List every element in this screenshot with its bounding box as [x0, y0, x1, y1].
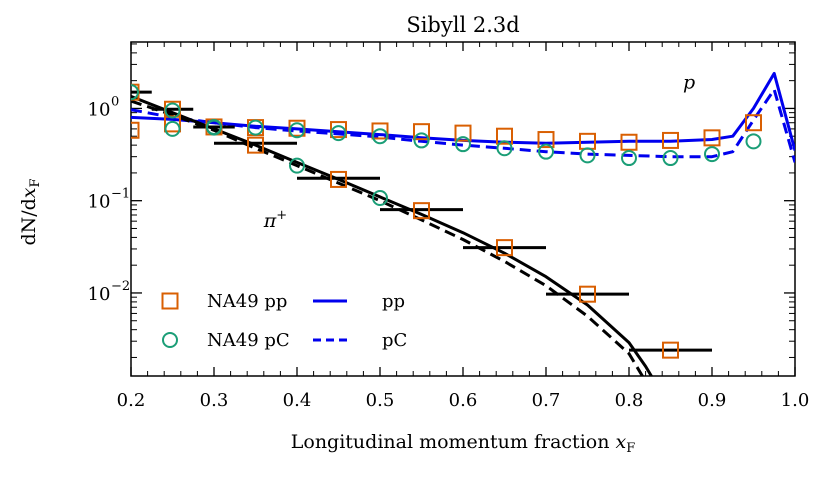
- legend-marker-circle: [162, 332, 178, 348]
- marker-na49-pc-proton: [579, 147, 596, 164]
- x-axis-label-sub: F: [626, 441, 635, 456]
- annotation: π+: [263, 208, 287, 232]
- marker-na49-pp-pi-: [496, 239, 513, 257]
- y-tick-label: 10: [88, 192, 111, 213]
- y-axis-label-main: dN/d: [18, 198, 40, 245]
- marker-na49-pc-proton: [538, 143, 554, 160]
- axis-ticks: [130, 42, 796, 376]
- legend-label: pp: [382, 291, 405, 312]
- y-axis-label-sub: F: [28, 178, 43, 187]
- marker-na49-pc-pi-: [164, 102, 181, 119]
- marker-na49-pp-pi-: [579, 285, 596, 303]
- marker-na49-pp-pi-: [330, 170, 347, 188]
- marker-na49-pc-proton: [745, 133, 762, 150]
- marker-na49-pp-proton: [620, 133, 638, 151]
- x-tick-label: 1.0: [781, 390, 810, 411]
- y-axis-label-var: x: [18, 187, 40, 198]
- annotation: p: [683, 71, 695, 93]
- marker-na49-pc-proton: [164, 120, 181, 137]
- marker-na49-pp-pi-: [247, 136, 264, 154]
- x-tick-label: 0.7: [532, 390, 561, 411]
- marker-na49-pp-proton: [454, 124, 472, 142]
- marker-na49-pc-pi-: [131, 84, 139, 101]
- marker-na49-pc-proton: [289, 122, 305, 139]
- marker-na49-pp-proton: [745, 114, 762, 132]
- marker-na49-pc-proton: [247, 119, 264, 136]
- legend-label: NA49 pC: [207, 330, 290, 351]
- curve-sibyll-pc-proton: [131, 88, 795, 163]
- marker-na49-pp-proton: [131, 121, 140, 139]
- marker-na49-pc-proton: [496, 140, 513, 157]
- x-tick-label: 0.4: [283, 390, 312, 411]
- marker-na49-pc-pi-: [289, 157, 305, 174]
- y-tick-exponent: 0: [111, 94, 119, 109]
- x-axis-label-var: x: [615, 431, 626, 453]
- x-tick-label: 0.8: [615, 390, 644, 411]
- legend-entry: NA49 pp: [161, 291, 287, 312]
- marker-na49-pc-pi-: [372, 189, 388, 206]
- curve-sibyll-pp-pi-: [131, 95, 654, 376]
- marker-na49-pp-proton: [496, 127, 513, 145]
- y-axis-label: dN/dxF: [18, 178, 43, 245]
- x-axis-label: Longitudinal momentum fraction xF: [291, 431, 635, 456]
- y-tick-exponent: −2: [111, 279, 130, 294]
- marker-na49-pc-proton: [704, 146, 720, 163]
- marker-na49-pc-proton: [662, 150, 679, 167]
- chart-title: Sibyll 2.3d: [406, 13, 519, 37]
- x-tick-label: 0.9: [698, 390, 727, 411]
- marker-na49-pp-proton: [537, 131, 555, 149]
- marker-na49-pp-pi-: [413, 202, 430, 220]
- marker-na49-pp-proton: [413, 123, 430, 141]
- x-axis-label-main: Longitudinal momentum fraction: [291, 431, 616, 453]
- x-tick-label: 0.5: [366, 390, 395, 411]
- y-tick-label: 10: [88, 284, 111, 305]
- legend-label: pC: [382, 330, 407, 351]
- marker-na49-pp-pi-: [662, 341, 679, 359]
- marker-na49-pc-proton: [455, 136, 471, 153]
- y-tick-label: 10: [88, 99, 111, 120]
- marker-na49-pp-proton: [662, 131, 679, 149]
- marker-na49-pp-proton: [703, 129, 721, 147]
- legend-entry: pp: [313, 291, 405, 312]
- legend-entry: NA49 pC: [162, 330, 290, 351]
- marker-na49-pc-proton: [621, 150, 637, 167]
- marker-na49-pc-proton: [330, 125, 347, 142]
- legend-label: NA49 pp: [207, 291, 287, 312]
- marker-na49-pc-pi-: [206, 119, 222, 136]
- series-layer: [131, 71, 795, 376]
- x-tick-label: 0.2: [117, 390, 146, 411]
- y-tick-exponent: −1: [111, 187, 130, 202]
- x-tick-label: 0.6: [449, 390, 478, 411]
- marker-na49-pp-proton: [371, 122, 389, 140]
- marker-na49-pp-proton: [330, 121, 347, 139]
- marker-na49-pc-proton: [413, 132, 430, 149]
- legend-marker-square: [161, 292, 179, 310]
- x-tick-label: 0.3: [200, 390, 229, 411]
- marker-na49-pc-proton: [372, 128, 388, 145]
- legend-entry: pC: [313, 330, 407, 351]
